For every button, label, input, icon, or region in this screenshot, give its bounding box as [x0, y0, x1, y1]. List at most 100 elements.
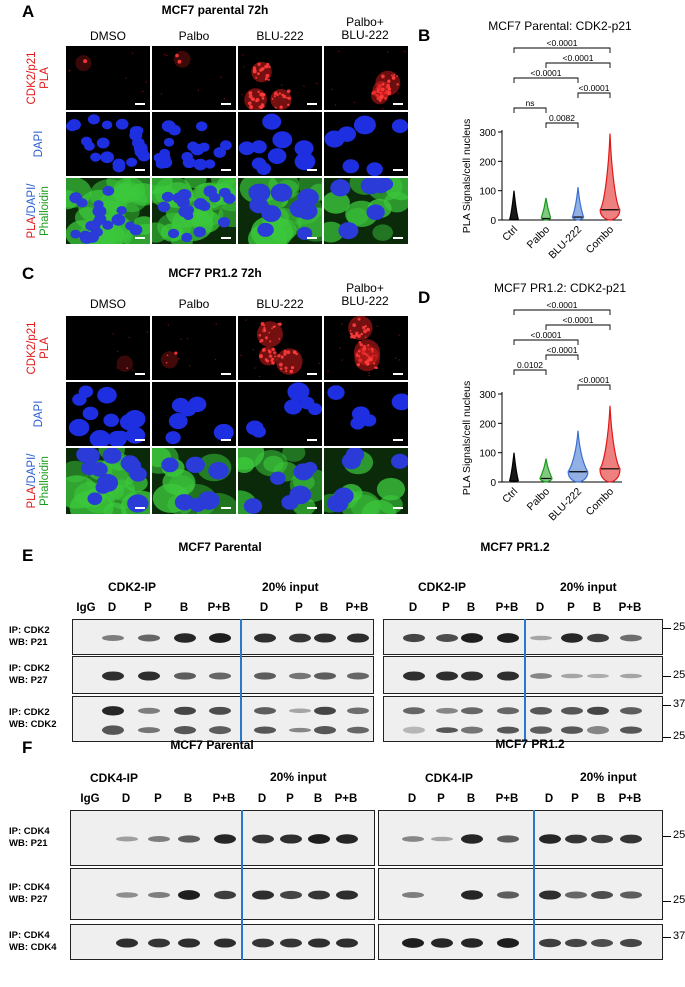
lane-label: B [596, 793, 606, 805]
lane-label: P+B [345, 602, 369, 614]
p-value-label: <0.0001 [531, 330, 562, 340]
blot-row-label: IP: CDK4 WB: P21 [9, 826, 50, 850]
micrograph-tile [238, 112, 322, 176]
lane-label: P [571, 793, 579, 805]
column-header-line: BLU-222 [341, 28, 389, 42]
y-tick-label: 100 [479, 449, 496, 460]
y-tick-label: 300 [479, 128, 496, 139]
mw-tick [663, 676, 671, 677]
violin-combo [599, 133, 621, 221]
micrograph-tile [238, 316, 322, 380]
p-value-label: ns [526, 98, 535, 108]
scale-bar [307, 237, 317, 239]
p-value-label: <0.0001 [531, 68, 562, 78]
panel-c-col-palbo: Palbo [178, 297, 210, 311]
separator-bar [240, 619, 242, 742]
lane-label: IgG [80, 793, 100, 805]
blot-membrane-right [383, 656, 663, 694]
lane-label: P [286, 793, 294, 805]
lane-label: P [437, 793, 445, 805]
lane-label: D [259, 602, 269, 614]
micrograph-row-label: PLA/DAPI/Phalloidin [26, 448, 54, 514]
row-label-part: PLA [26, 486, 38, 509]
panel-a-title: MCF7 parental 72h [161, 3, 269, 17]
significance-bracket [577, 384, 611, 390]
blot-row-label-line: IP: CDK4 [9, 882, 50, 893]
blot-membrane-right [383, 696, 663, 742]
mw-label: 25 [673, 730, 685, 742]
significance-bracket [513, 339, 579, 345]
p-value-label: <0.0001 [563, 53, 594, 63]
blot-row-label: IP: CDK2 WB: CDK2 [9, 707, 57, 731]
mw-tick [663, 737, 671, 738]
separator-bar [241, 810, 243, 960]
lane-label: D [121, 793, 131, 805]
lane-label: P [154, 793, 162, 805]
blot-row-label-line: WB: P27 [9, 894, 48, 905]
lane-label: P+B [212, 793, 236, 805]
blot-membrane-left [70, 868, 375, 920]
scale-bar [221, 237, 231, 239]
row-label-part: /DAPI/ [26, 453, 38, 487]
blot-membrane-right [378, 868, 663, 920]
chart-title: MCF7 PR1.2: CDK2-p21 [494, 281, 626, 295]
x-tick-label: Ctrl [500, 486, 520, 506]
y-tick-label: 200 [479, 419, 496, 430]
micrograph-tile [238, 46, 322, 110]
scale-bar [307, 439, 317, 441]
blot-row-label: IP: CDK4 WB: CDK4 [9, 930, 57, 954]
violin-combo [599, 405, 621, 483]
lane-label: P+B [334, 793, 358, 805]
blot-membrane-left [72, 656, 374, 694]
row-label-part: PLA [26, 216, 38, 239]
panel-e-right-title: MCF7 PR1.2 [480, 540, 550, 554]
lane-label: D [257, 793, 267, 805]
micrograph-tile [238, 448, 322, 514]
p-value-label: 0.0102 [517, 360, 543, 370]
significance-bracket [513, 77, 579, 83]
mw-label: 25 [673, 669, 685, 681]
blot-membrane-left [72, 696, 374, 742]
micrograph-tile [324, 448, 408, 514]
panel-f-label: F [22, 738, 33, 757]
row-label-part: PLA [39, 337, 51, 359]
blot-row-label: IP: CDK4 WB: P27 [9, 882, 50, 906]
lane-label: B [183, 793, 193, 805]
blot-row-label: IP: CDK2 WB: P21 [9, 625, 50, 649]
lane-label: P+B [495, 602, 519, 614]
micrograph-tile [152, 316, 236, 380]
row-label-part: CDK2/p21 [26, 321, 38, 375]
panel-d-label: D [418, 288, 431, 307]
x-tick-label: Palbo [525, 224, 553, 252]
scale-bar [135, 169, 145, 171]
chart-title: MCF7 Parental: CDK2-p21 [488, 19, 632, 33]
lane-label: B [592, 602, 602, 614]
scale-bar [221, 507, 231, 509]
violin-palbo [540, 197, 552, 221]
micrograph-tile [66, 448, 150, 514]
lane-label: P [567, 602, 575, 614]
y-tick-label: 0 [490, 216, 496, 227]
panel-a-col-palbo: Palbo [178, 29, 210, 43]
micrograph-tile [152, 112, 236, 176]
mw-tick [663, 705, 671, 706]
row-label-part: /DAPI/ [26, 183, 38, 217]
y-tick-label: 200 [479, 157, 496, 168]
panel-f-left-input-title: 20% input [270, 770, 327, 784]
scale-bar [307, 169, 317, 171]
scale-bar [393, 373, 403, 375]
blot-membrane-left [70, 924, 375, 960]
micrograph-tile [66, 382, 150, 446]
mw-tick [663, 836, 671, 837]
column-header-line: BLU-222 [341, 294, 389, 308]
blot-row-label-line: IP: CDK2 [9, 707, 50, 718]
micrograph-tile [66, 316, 150, 380]
lane-label: D [535, 602, 545, 614]
mw-tick [663, 937, 671, 938]
significance-bracket [545, 122, 579, 128]
micrograph-row-label: CDK2/p21 PLA [26, 316, 54, 380]
row-label-part: CDK2/p21 [26, 51, 38, 105]
panel-a-col-combo: Palbo+ BLU-222 [322, 16, 408, 42]
micrograph-tile [324, 46, 408, 110]
separator-bar [533, 810, 535, 960]
